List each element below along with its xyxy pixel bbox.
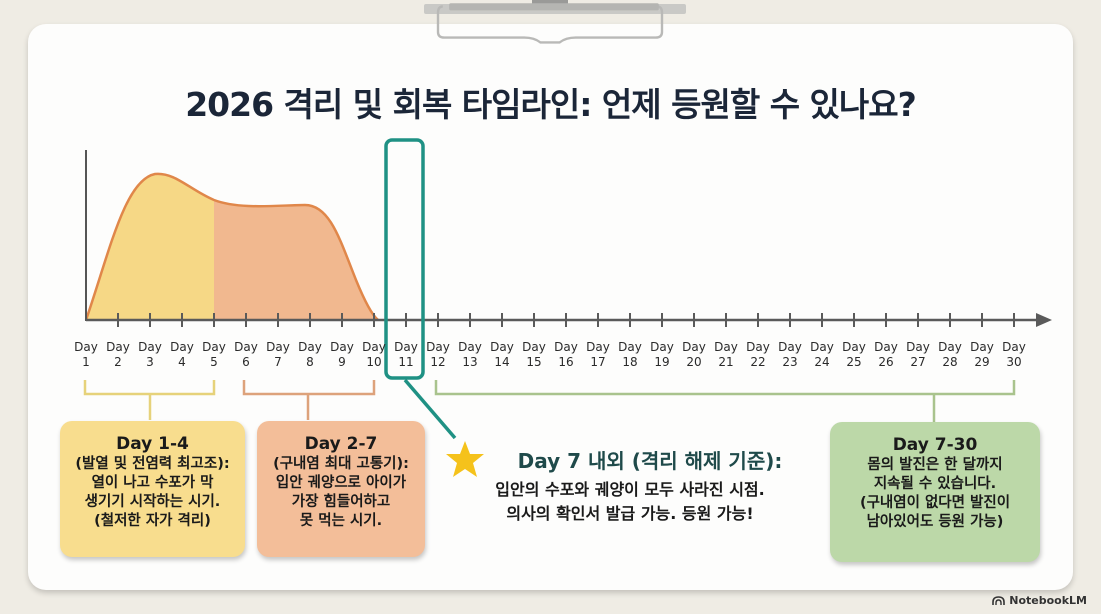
highlight-connector [403, 378, 457, 440]
day-label: Day 19 [650, 340, 674, 369]
day-label: Day 7 [266, 340, 290, 369]
release-line: 의사의 확인서 발급 가능. 등원 가능! [506, 504, 754, 523]
day-label: Day 20 [682, 340, 706, 369]
day-label: Day 9 [330, 340, 354, 369]
release-note: Day 7 내외 (격리 해제 기준): 입안의 수포와 궤양이 모두 사라진 … [440, 448, 820, 526]
mouth-ulcer-phase-area [214, 200, 378, 320]
page-title: 2026 격리 및 회복 타임라인: 언제 등원할 수 있나요? [185, 85, 917, 124]
mouth-ulcer-phase-line: 못 먹는 시기. [299, 513, 383, 529]
day-label: Day 5 [202, 340, 226, 369]
rash-phase-box: Day 7-30 몸의 발진은 한 달까지 지속될 수 있습니다. (구내염이 … [830, 422, 1040, 562]
day-label: Day 10 [362, 340, 386, 369]
x-axis-arrow-icon [1036, 313, 1052, 327]
symptom-curve [84, 172, 379, 321]
rash-bracket [434, 380, 1016, 422]
day-label: Day 1 [74, 340, 98, 369]
day-label: Day 6 [234, 340, 258, 369]
fever-phase-box: Day 1-4 (발열 및 전염력 최고조): 열이 나고 수포가 막 생기기 … [60, 421, 245, 557]
rash-phase-range: Day 7-30 [892, 435, 978, 455]
day-label: Day 17 [586, 340, 610, 369]
day-label: Day 23 [778, 340, 802, 369]
mouth-ulcer-phase-subtitle: (구내염 최대 고통기): [273, 456, 409, 472]
day-label: Day 30 [1002, 340, 1026, 369]
day-label: Day 12 [426, 340, 450, 369]
brand-watermark: NotebookLM [992, 594, 1087, 607]
brand-label: NotebookLM [1009, 594, 1087, 607]
day-label: Day 8 [298, 340, 322, 369]
day-label: Day 2 [106, 340, 130, 369]
day-label: Day 22 [746, 340, 770, 369]
x-axis-ticks [117, 313, 1015, 327]
day-label: Day 16 [554, 340, 578, 369]
day-label: Day 18 [618, 340, 642, 369]
day-label: Day 29 [970, 340, 994, 369]
day-label: Day 13 [458, 340, 482, 369]
mouth-ulcer-bracket [242, 380, 376, 420]
day-label: Day 26 [874, 340, 898, 369]
day-label: Day 14 [490, 340, 514, 369]
fever-phase-subtitle: (발열 및 전염력 최고조): [75, 456, 230, 472]
day-label: Day 11 [394, 340, 418, 369]
fever-phase-line: (철저한 자가 격리) [94, 513, 211, 529]
day-label: Day 21 [714, 340, 738, 369]
mouth-ulcer-phase-line: 입안 궤양으로 아이가 [275, 475, 407, 491]
day-label: Day 28 [938, 340, 962, 369]
release-line: 입안의 수포와 궤양이 모두 사라진 시점. [495, 480, 765, 499]
fever-phase-range: Day 1-4 [116, 434, 189, 454]
release-heading: Day 7 내외 (격리 해제 기준): [517, 449, 783, 473]
mouth-ulcer-phase-range: Day 2-7 [304, 434, 378, 454]
fever-phase-area [86, 173, 214, 320]
day-11-highlight-box [384, 138, 425, 380]
fever-bracket [83, 380, 216, 420]
day-label: Day 24 [810, 340, 834, 369]
rash-phase-line: 지속될 수 있습니다. [873, 476, 997, 492]
star-icon [446, 441, 484, 477]
day-label: Day 4 [170, 340, 194, 369]
fever-phase-line: 생기기 시작하는 시기. [84, 494, 221, 510]
rash-phase-line: 몸의 발진은 한 달까지 [867, 457, 1003, 473]
clipboard-clip-ring-icon [436, 3, 664, 44]
rash-phase-line: 남아있어도 등원 가능) [866, 514, 1004, 530]
mouth-ulcer-phase-line: 가장 힘들어하고 [291, 494, 391, 510]
day-label: Day 27 [906, 340, 930, 369]
mouth-ulcer-phase-box: Day 2-7 (구내염 최대 고통기): 입안 궤양으로 아이가 가장 힘들어… [257, 421, 425, 557]
rash-phase-line: (구내염이 없다면 발진이 [859, 495, 1011, 511]
day-label: Day 15 [522, 340, 546, 369]
day-label: Day 3 [138, 340, 162, 369]
fever-phase-line: 열이 나고 수포가 막 [91, 475, 214, 491]
notebooklm-icon [992, 596, 1006, 605]
day-label: Day 25 [842, 340, 866, 369]
